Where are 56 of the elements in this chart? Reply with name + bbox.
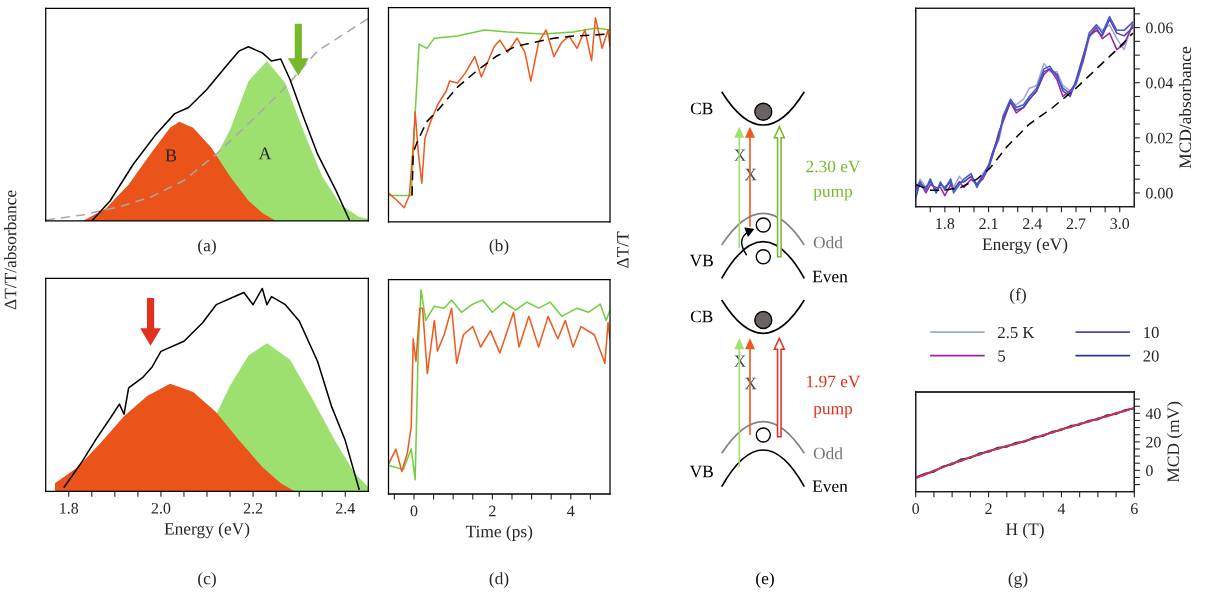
- y2-tick-label: 0.04: [1146, 77, 1174, 89]
- x-tick-label: 4: [567, 505, 575, 517]
- text: Odd: [813, 236, 843, 249]
- x-axis-title: Energy (eV): [164, 522, 250, 539]
- y-axis-title: ΔT/T: [616, 231, 629, 268]
- text: 1.97 eV: [807, 375, 861, 388]
- x-tick-label: 1.8: [60, 502, 79, 514]
- x-tick-label: 2.7: [1066, 218, 1086, 230]
- y2-tick-label: 0.06: [1146, 22, 1173, 34]
- x-tick-label: 3.0: [1110, 218, 1130, 230]
- y-axis-title: ΔT/T/absorbance: [4, 190, 17, 310]
- text: (a): [198, 239, 216, 255]
- x-tick-label: 6: [1130, 503, 1138, 515]
- x-tick-label: 2.4: [335, 502, 355, 514]
- text: pump: [813, 405, 853, 418]
- x-tick-label: 2.0: [151, 502, 171, 514]
- text: CB: [690, 102, 713, 115]
- text: VB: [689, 254, 713, 267]
- legend-label: 5: [998, 350, 1006, 362]
- text: (f): [1010, 288, 1026, 304]
- legend-label: 10: [1144, 326, 1159, 339]
- legend-label: 2.5 K: [998, 326, 1035, 339]
- text: VB: [689, 465, 713, 478]
- x-tick-label: 2.2: [243, 502, 263, 514]
- x-axis-title: H (T): [1005, 522, 1044, 539]
- x-axis-title: Time (ps): [465, 525, 533, 541]
- x-tick-label: 2.1: [979, 218, 998, 230]
- text: Odd: [813, 447, 843, 460]
- text: Even: [812, 480, 848, 493]
- y2-tick-label: 40: [1145, 408, 1161, 420]
- text: (d): [489, 572, 509, 588]
- x-axis-title: Energy (eV): [982, 237, 1068, 254]
- x-tick-label: 2.4: [1023, 218, 1043, 230]
- text: (c): [198, 572, 216, 588]
- y2-tick-label: 0.00: [1146, 187, 1173, 199]
- legend-label: 20: [1143, 350, 1159, 362]
- y2-tick-label: 0: [1146, 465, 1153, 477]
- text: (b): [489, 239, 509, 255]
- text: Even: [812, 270, 848, 283]
- y2-axis-title: MCD (mV): [1166, 401, 1183, 483]
- x-tick-label: 2: [985, 503, 992, 514]
- text: CB: [690, 310, 713, 323]
- x-tick-label: 0: [912, 503, 920, 515]
- x-tick-label: 4: [1057, 503, 1066, 514]
- y2-tick-label: 20: [1146, 436, 1161, 448]
- y2-tick-label: 0.02: [1146, 132, 1173, 144]
- annotation: A: [258, 147, 272, 160]
- text: (g): [1008, 572, 1028, 588]
- text: 2.30 eV: [806, 160, 861, 173]
- text: pump: [813, 188, 853, 201]
- x-tick-label: 1.8: [936, 218, 955, 230]
- y2-axis-title: MCD/absorbance: [1178, 46, 1192, 169]
- x-tick-label: 0: [410, 505, 418, 517]
- annotation: B: [165, 149, 177, 162]
- text: (e): [756, 572, 774, 588]
- x-tick-label: 2: [489, 505, 496, 517]
